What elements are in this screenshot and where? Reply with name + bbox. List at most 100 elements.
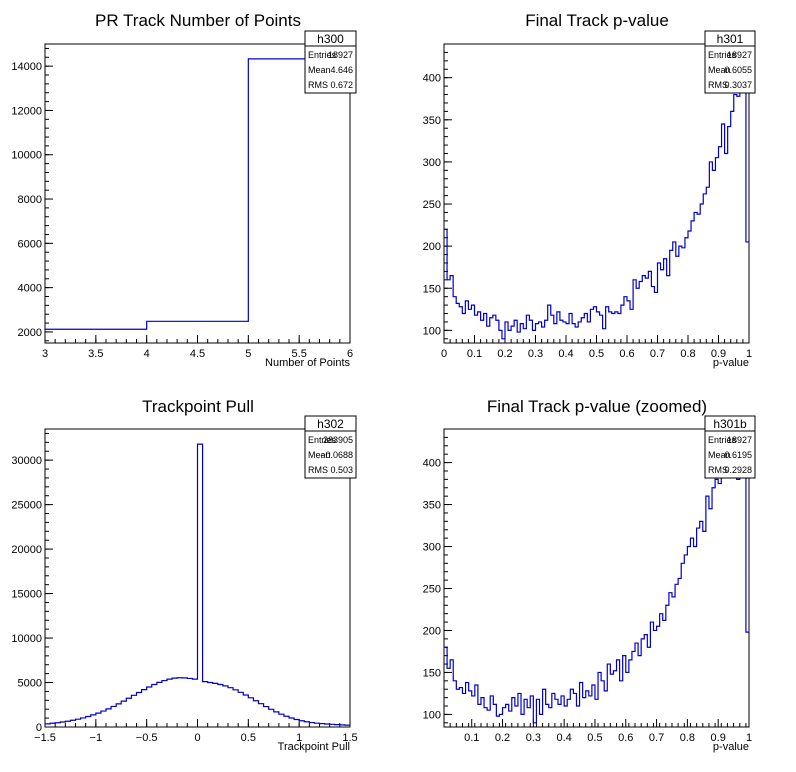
- stats-value: 18927: [727, 50, 752, 60]
- stats-value: 4.646: [330, 65, 353, 75]
- stats-value: −0.0688: [320, 450, 353, 460]
- stats-box-frame: [704, 415, 756, 479]
- y-tick-label: 10000: [11, 633, 42, 645]
- plot-frame: [44, 43, 351, 344]
- x-tick-label: 0.9: [711, 348, 726, 360]
- stats-value: 18927: [727, 435, 752, 445]
- stats-box-frame: [704, 30, 756, 94]
- x-tick-label: 1: [296, 732, 302, 744]
- x-tick-label: 0: [441, 348, 447, 360]
- chart-title: Trackpoint Pull: [142, 397, 254, 416]
- histogram-line: [444, 72, 749, 340]
- y-tick-label: 300: [423, 157, 441, 169]
- x-tick-label: 4: [144, 348, 150, 360]
- x-axis-title: p-value: [713, 357, 749, 369]
- y-axis: 100 150 200 250 300 350 400: [423, 43, 452, 340]
- x-tick-label: 3.5: [88, 348, 103, 360]
- y-tick-label: 100: [423, 325, 441, 337]
- y-tick-label: 100: [423, 709, 441, 721]
- x-tick-label: 0.6: [618, 732, 633, 744]
- stats-label: RMS: [308, 80, 328, 90]
- x-tick-label: −1.5: [34, 732, 56, 744]
- panel-pvalue-zoomed: Final Track p-value (zoomed) 0.1 0.2 0.3 0.…: [423, 397, 756, 753]
- histogram-line: [45, 58, 350, 330]
- x-tick-label: 1.5: [342, 732, 357, 744]
- x-tick-label: 0.4: [558, 348, 573, 360]
- x-tick-label: 0.3: [526, 732, 541, 744]
- x-tick-label: 0.8: [680, 732, 695, 744]
- y-tick-label: 5000: [18, 678, 42, 690]
- y-tick-label: 10000: [11, 150, 42, 162]
- chart-title: Final Track p-value (zoomed): [487, 397, 707, 416]
- stats-value: 0.3037: [724, 80, 752, 90]
- panel-track-points: PR Track Number of Points 3 3.5 4 4.5 5 5.5 6 …: [11, 11, 357, 369]
- stats-value: 18927: [328, 50, 353, 60]
- x-tick-label: 0.7: [650, 348, 665, 360]
- x-tick-label: 5: [245, 348, 251, 360]
- x-tick-label: 3: [42, 348, 48, 360]
- x-tick-label: 0.9: [711, 732, 726, 744]
- panel-trackpoint-pull: Trackpoint Pull −1.5 −1 −0.5 0 0.5 1 1.5 0 5000…: [11, 397, 357, 753]
- y-tick-label: 12000: [11, 105, 42, 117]
- x-tick-label: 0.2: [495, 732, 510, 744]
- x-tick-label: 0.4: [557, 732, 572, 744]
- y-tick-label: 2000: [18, 327, 42, 339]
- stats-label: Mean: [708, 65, 731, 75]
- y-tick-label: 250: [423, 199, 441, 211]
- x-tick-label: 0.5: [587, 732, 602, 744]
- chart-title: PR Track Number of Points: [95, 11, 301, 30]
- x-tick-label: 0.5: [241, 732, 256, 744]
- x-axis-title: Number of Points: [265, 357, 350, 369]
- stats-value: 0.672: [330, 80, 353, 90]
- y-axis: 2000 4000 6000 8000 10000 12000 14000: [11, 47, 53, 342]
- x-tick-label: 0.2: [497, 348, 512, 360]
- stats-box-title: h301b: [713, 417, 747, 431]
- stats-label: Entries: [708, 435, 737, 445]
- y-tick-label: 300: [423, 542, 441, 554]
- y-tick-label: 20000: [11, 544, 42, 556]
- stats-label: RMS: [708, 80, 728, 90]
- stats-box-frame: [304, 415, 357, 479]
- y-axis: 100 150 200 250 300 350 400: [423, 428, 452, 724]
- x-tick-label: 0: [194, 732, 200, 744]
- stats-label: Mean: [308, 450, 331, 460]
- histogram-line: [45, 443, 350, 726]
- stats-label: Entries: [308, 435, 337, 445]
- x-tick-label: 0.5: [589, 348, 604, 360]
- y-tick-label: 250: [423, 583, 441, 595]
- y-tick-label: 8000: [18, 194, 42, 206]
- panel-pvalue: Final Track p-value 0 0.1 0.2 0.3 0.4 0.5 0.6 0…: [423, 11, 756, 369]
- y-tick-label: 150: [423, 283, 441, 295]
- y-tick-label: 6000: [18, 238, 42, 250]
- stats-box-title: h302: [317, 417, 344, 431]
- stats-label: Mean: [708, 450, 731, 460]
- x-axis-title: p-value: [713, 741, 749, 753]
- x-axis: 0 0.1 0.2 0.3 0.4 0.5 0.6 0.7 0.8 0.9 1: [441, 335, 752, 360]
- y-tick-label: 14000: [11, 61, 42, 73]
- y-tick-label: 25000: [11, 500, 42, 512]
- y-tick-label: 30000: [11, 455, 42, 467]
- stats-box-title: h300: [317, 32, 344, 46]
- x-tick-label: −0.5: [136, 732, 158, 744]
- y-tick-label: 15000: [11, 589, 42, 601]
- stats-box-frame: [304, 30, 357, 94]
- y-tick-label: 400: [423, 458, 441, 470]
- stats-label: Mean: [308, 65, 331, 75]
- x-tick-label: 0.1: [467, 348, 482, 360]
- x-tick-label: 0.8: [680, 348, 695, 360]
- x-axis: 0.1 0.2 0.3 0.4 0.5 0.6 0.7 0.8 0.9 1: [443, 719, 752, 744]
- x-tick-label: 1: [746, 348, 752, 360]
- stats-value: 0.2928: [724, 465, 752, 475]
- y-tick-label: 4000: [18, 283, 42, 295]
- y-tick-label: 150: [423, 667, 441, 679]
- x-tick-label: 6: [347, 348, 353, 360]
- stats-value: 0.6055: [724, 65, 752, 75]
- stats-value: 0.503: [330, 465, 353, 475]
- y-tick-label: 350: [423, 500, 441, 512]
- x-tick-label: 0.6: [619, 348, 634, 360]
- y-tick-label: 0: [36, 722, 42, 734]
- chart-title: Final Track p-value: [525, 11, 669, 30]
